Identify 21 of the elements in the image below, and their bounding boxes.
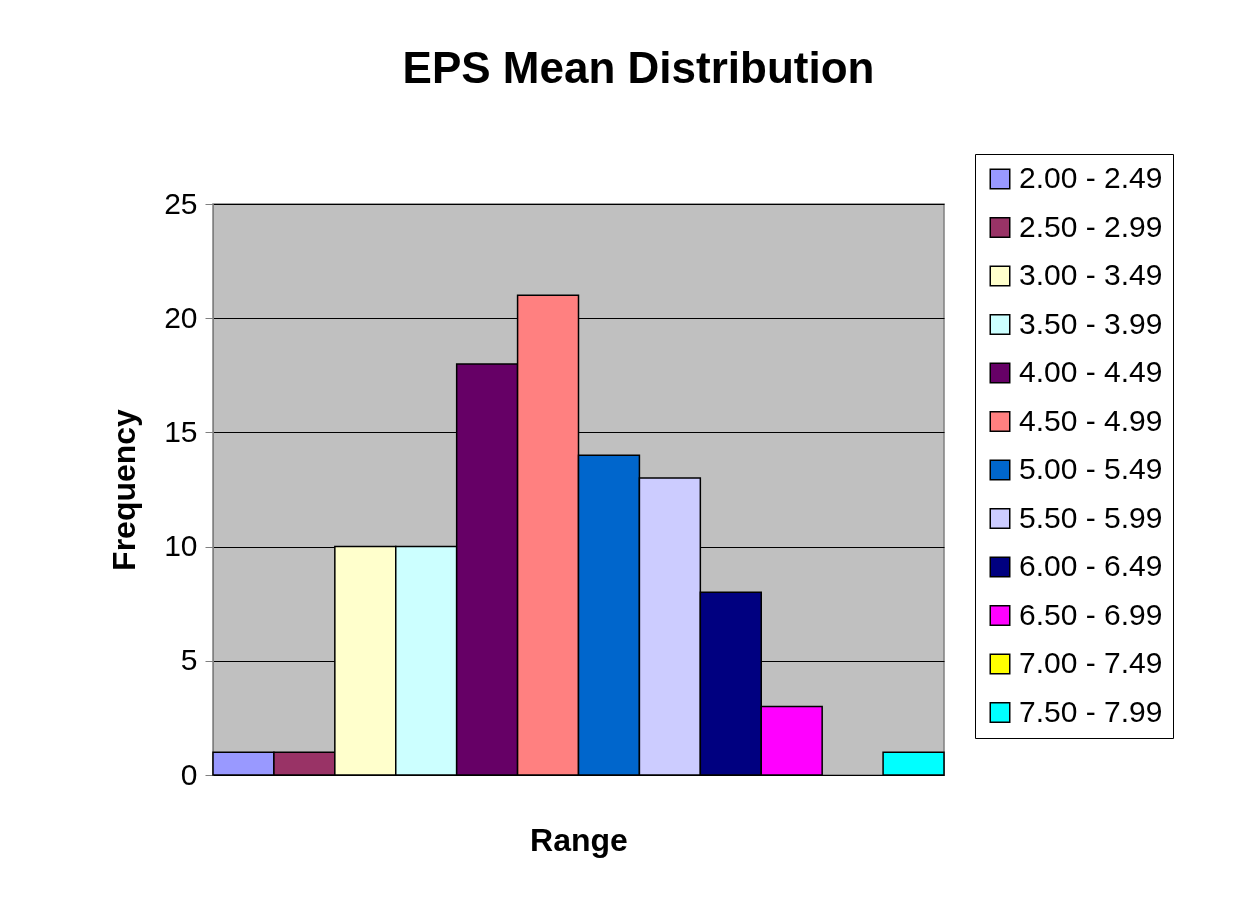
y-tick-label: 15 (164, 414, 198, 448)
legend-label: 4.50 - 4.99 (1019, 403, 1163, 437)
y-tick-label: 25 (164, 186, 198, 220)
x-axis-title: Range (530, 821, 628, 858)
legend-label: 6.50 - 6.99 (1019, 597, 1163, 631)
legend-label: 4.00 - 4.49 (1019, 355, 1163, 388)
y-tick-label: 20 (164, 300, 198, 334)
legend-label: 2.00 - 2.49 (1019, 161, 1163, 194)
y-axis-title: Frequency (106, 408, 143, 571)
y-tick-label: 0 (180, 757, 198, 791)
legend-label: 5.50 - 5.99 (1019, 500, 1163, 534)
legend-label: 3.50 - 3.99 (1019, 306, 1163, 340)
legend-label: 3.00 - 3.49 (1019, 258, 1163, 291)
legend-label: 5.00 - 5.49 (1019, 452, 1163, 485)
legend-label: 7.50 - 7.99 (1019, 694, 1163, 728)
y-tick-label: 5 (180, 643, 198, 677)
legend-label: 2.50 - 2.99 (1019, 209, 1163, 243)
legend-label: 7.00 - 7.49 (1019, 646, 1163, 679)
legend-label: 6.00 - 6.49 (1019, 549, 1163, 582)
chart-title: EPS Mean Distribution (402, 42, 875, 92)
y-tick-label: 10 (164, 529, 198, 563)
